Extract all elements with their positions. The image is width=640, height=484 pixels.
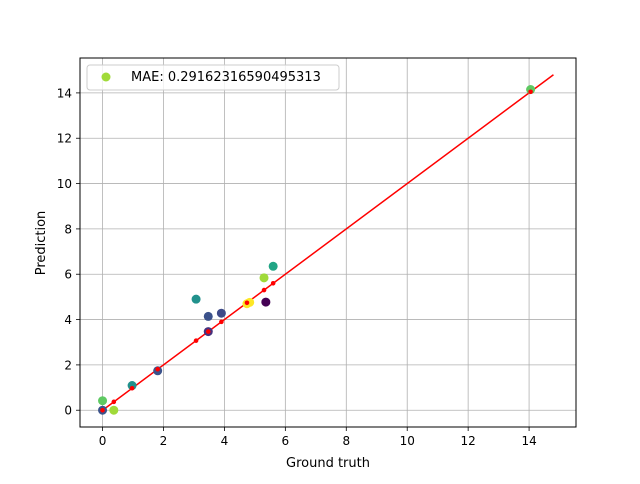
- legend-marker: [101, 72, 111, 82]
- legend: MAE: 0.29162316590495313: [86, 64, 340, 91]
- y-tick-label: 2: [64, 358, 72, 372]
- y-tick-label: 14: [57, 86, 72, 100]
- data-point: [261, 297, 271, 307]
- y-tick-label: 8: [64, 222, 72, 236]
- axis-ticks: 0 2 4 6 8 10 12 14 0 2 4 6 8 10 12 14: [57, 86, 537, 448]
- y-axis-label: Prediction: [34, 211, 49, 276]
- identity-marker: [100, 407, 105, 413]
- y-tick-label: 6: [64, 268, 72, 282]
- identity-marker: [219, 319, 224, 325]
- grid: [80, 58, 576, 427]
- fit-line: [102, 74, 554, 411]
- identity-marker: [261, 287, 267, 293]
- plot-frame: [79, 57, 577, 428]
- y-tick-label: 4: [64, 313, 72, 327]
- x-tick-label: 4: [221, 434, 229, 448]
- identity-markers: [100, 89, 533, 413]
- x-tick-label: 8: [342, 434, 350, 448]
- y-tick-label: 0: [64, 404, 72, 418]
- identity-marker: [244, 300, 250, 306]
- data-point: [109, 405, 119, 415]
- x-tick-label: 0: [99, 434, 107, 448]
- fit-line-layer: [102, 74, 554, 411]
- identity-marker: [528, 89, 533, 95]
- data-point: [259, 273, 269, 283]
- x-axis-label: Ground truth: [286, 456, 370, 471]
- legend-label: MAE: 0.29162316590495313: [131, 70, 321, 85]
- y-tick-label: 10: [57, 177, 72, 191]
- y-tick-label: 12: [57, 132, 72, 146]
- x-tick-label: 6: [282, 434, 290, 448]
- identity-marker: [270, 280, 276, 286]
- data-point: [216, 308, 226, 318]
- identity-marker: [155, 366, 160, 372]
- data-point: [98, 396, 108, 406]
- legend-box: [86, 64, 340, 91]
- data-point: [203, 311, 213, 321]
- identity-marker: [193, 338, 199, 343]
- x-tick-label: 14: [521, 434, 536, 448]
- data-point: [268, 261, 278, 271]
- x-tick-label: 10: [400, 434, 415, 448]
- identity-marker: [205, 329, 211, 334]
- identity-marker: [111, 399, 117, 405]
- identity-marker: [129, 385, 135, 391]
- x-tick-label: 2: [160, 434, 168, 448]
- x-tick-label: 12: [461, 434, 476, 448]
- data-point: [191, 294, 201, 304]
